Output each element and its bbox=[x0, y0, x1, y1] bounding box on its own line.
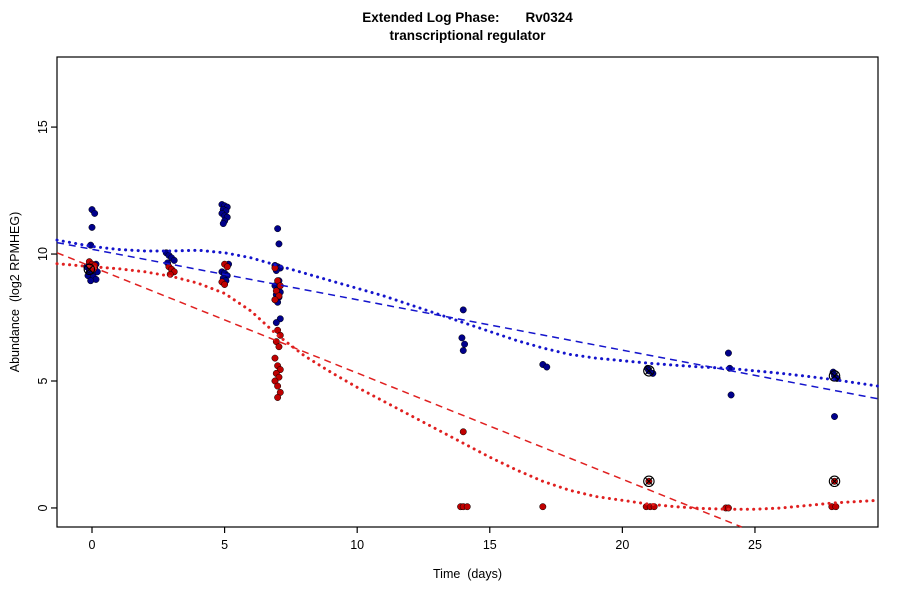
blue-series-point bbox=[91, 209, 99, 217]
y-tick-label: 0 bbox=[36, 504, 50, 511]
x-tick-label: 25 bbox=[748, 538, 762, 552]
x-tick-label: 0 bbox=[89, 538, 96, 552]
flagged-point-marker bbox=[828, 370, 841, 382]
red-series-point bbox=[223, 263, 231, 271]
red-series-point bbox=[832, 503, 840, 511]
blue-series-point bbox=[219, 220, 227, 228]
chart-title-gene: Rv0324 bbox=[525, 10, 573, 25]
x-tick-label: 5 bbox=[221, 538, 228, 552]
blue-series-point bbox=[170, 256, 178, 264]
blue-series-point bbox=[275, 240, 283, 248]
flagged-point-marker bbox=[643, 475, 655, 488]
flagged-point-x-stroke bbox=[830, 477, 839, 486]
blue-series-point bbox=[88, 223, 96, 231]
chart-title: Extended Log Phase: Rv0324 bbox=[57, 10, 878, 26]
blue-series-point bbox=[274, 225, 282, 233]
x-axis-label: Time (days) bbox=[433, 567, 502, 581]
blue-series-point bbox=[831, 413, 838, 420]
red-series-point bbox=[274, 382, 282, 390]
flagged-point-marker bbox=[828, 475, 841, 488]
blue-series-point bbox=[87, 277, 95, 285]
blue-series-point bbox=[724, 349, 732, 357]
red-series-point bbox=[275, 343, 283, 351]
y-tick-label: 10 bbox=[36, 247, 50, 261]
red-series-point bbox=[271, 354, 279, 362]
blue-series-point bbox=[461, 340, 469, 348]
blue-series-point bbox=[727, 391, 735, 399]
red-linear-trend bbox=[56, 252, 742, 528]
red-series-point bbox=[463, 503, 471, 511]
plot-box bbox=[56, 56, 879, 528]
flagged-point-x-stroke bbox=[830, 371, 839, 380]
flagged-point-marker bbox=[643, 365, 655, 377]
red-series-point bbox=[459, 428, 467, 436]
y-tick-label: 5 bbox=[36, 377, 50, 384]
red-smooth-trend bbox=[55, 262, 880, 511]
blue-series-point bbox=[543, 363, 551, 371]
y-axis-label: Abundance (log2 RPMHEG) bbox=[8, 211, 22, 373]
blue-linear-trend bbox=[56, 241, 879, 400]
red-series-point bbox=[271, 296, 279, 304]
chart-title-prefix: Extended Log Phase: bbox=[362, 10, 500, 25]
y-tick-label: 15 bbox=[36, 120, 50, 134]
flagged-point-marker bbox=[83, 263, 96, 276]
flagged-point-x-stroke bbox=[644, 477, 653, 486]
blue-smooth-trend bbox=[55, 238, 880, 388]
blue-series-point bbox=[458, 334, 466, 342]
red-series-point bbox=[221, 281, 229, 288]
x-tick-label: 10 bbox=[350, 538, 364, 552]
flagged-point-x-stroke bbox=[644, 366, 653, 375]
flagged-point-x-stroke bbox=[85, 265, 94, 274]
x-tick-label: 20 bbox=[615, 538, 629, 552]
chart-subtitle: transcriptional regulator bbox=[389, 28, 546, 43]
red-series-point bbox=[274, 394, 282, 401]
blue-series-point bbox=[459, 347, 467, 354]
blue-series-point bbox=[459, 306, 467, 314]
blue-series-point bbox=[272, 319, 280, 327]
red-series-point bbox=[539, 503, 547, 511]
x-tick-label: 15 bbox=[483, 538, 497, 552]
